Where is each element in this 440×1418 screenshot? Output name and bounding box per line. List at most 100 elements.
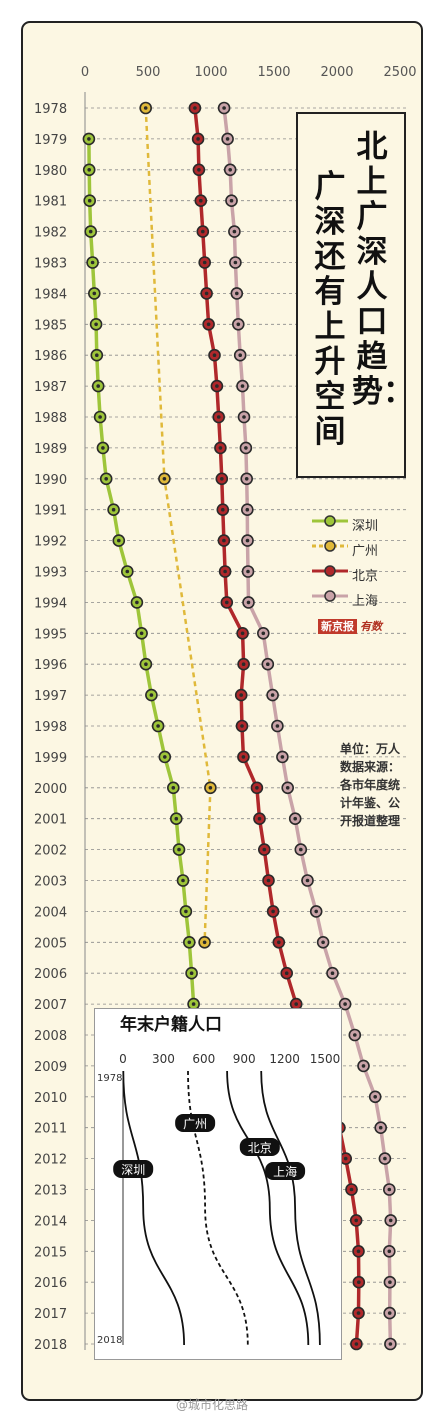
legend-label-beijing: 北京 [352, 569, 379, 584]
title-line-1: 北上广深人口趋势： [352, 129, 414, 410]
year-tick-label: 1997 [34, 689, 67, 704]
year-tick-label: 2008 [34, 1029, 67, 1044]
value-tick-label: 2500 [383, 65, 416, 80]
inset-line-上海 [260, 1070, 321, 1346]
inset-value-tick-label: 600 [192, 1052, 215, 1066]
year-tick-label: 2016 [34, 1276, 67, 1291]
inset-title: 年末户籍人口 [120, 1015, 222, 1035]
data-point-center [387, 1187, 392, 1192]
data-point-center [143, 106, 148, 110]
inset-line-广州 [187, 1070, 249, 1346]
legend-label-shenzhen: 深圳 [352, 519, 379, 534]
data-point-center [357, 1280, 361, 1284]
data-point-center [149, 693, 154, 697]
year-tick-label: 2017 [34, 1307, 67, 1322]
data-point-center [284, 971, 289, 975]
data-point-center [293, 816, 298, 821]
data-point-center [241, 662, 246, 666]
inset-label-上海: 上海 [273, 1164, 297, 1179]
data-point-center [220, 477, 224, 481]
data-point-center [235, 291, 239, 296]
data-point-center [98, 415, 102, 419]
data-point-center [101, 446, 105, 450]
data-point-center [246, 569, 250, 574]
inset-value-tick-label: 1500 [310, 1052, 341, 1066]
inset-line-深圳 [122, 1070, 185, 1346]
inset-value-tick-label: 0 [119, 1052, 127, 1066]
data-point-center [206, 322, 211, 327]
note-line-5: 开报道整理 [340, 814, 401, 828]
data-point-center [356, 1249, 361, 1254]
legend: 深圳 广州 北京 上海 [312, 512, 408, 612]
data-point-center [354, 1218, 359, 1223]
year-tick-label: 1995 [34, 627, 67, 642]
year-tick-label: 2009 [34, 1060, 67, 1075]
year-tick-label: 1986 [34, 349, 67, 364]
data-point-center [321, 940, 325, 945]
inset-label-pill-北京 [239, 1138, 280, 1156]
data-point-center [245, 507, 250, 512]
data-point-center [242, 415, 246, 419]
year-tick-label: 2006 [34, 967, 67, 982]
data-point-center [156, 724, 160, 728]
data-point-center [228, 168, 232, 172]
value-tick-label: 1000 [194, 65, 227, 80]
year-tick-label: 2004 [34, 905, 67, 920]
inset-panel: 0 300 600 900 1200 1500 1978 2018 深圳 广州 北京 上海 [94, 1008, 342, 1360]
year-tick-label: 1992 [34, 535, 67, 550]
data-point-center [232, 229, 237, 234]
year-tick-label: 1998 [34, 720, 67, 735]
data-point-center [245, 538, 250, 543]
data-point-center [222, 106, 226, 110]
data-point-center [343, 1002, 347, 1006]
legend-swatch-shenzhen [312, 515, 348, 527]
title-box: 北上广深人口趋势： 广深还有上升空间 [296, 112, 414, 478]
data-point-center [244, 446, 248, 450]
year-tick-label: 2012 [34, 1153, 67, 1168]
inset-label-广州: 广州 [183, 1117, 207, 1131]
inset-label-pill-广州 [175, 1114, 216, 1132]
year-tick-label: 1989 [34, 442, 67, 457]
inset-year-end: 2018 [97, 1335, 122, 1346]
data-point-center [95, 353, 99, 358]
data-point-center [225, 600, 229, 605]
inset-label-深圳: 深圳 [121, 1163, 145, 1177]
data-point-center [262, 847, 267, 852]
data-point-center [215, 384, 219, 388]
data-point-center [294, 1002, 299, 1006]
legend-item-shanghai: 上海 [312, 587, 408, 612]
data-point-center [246, 600, 251, 605]
data-point-center [208, 786, 213, 790]
data-point-center [388, 1218, 393, 1223]
legend-label-shanghai: 上海 [352, 594, 379, 609]
data-point-center [373, 1095, 378, 1099]
data-point-center [139, 631, 144, 636]
year-tick-label: 1994 [34, 596, 67, 611]
year-tick-label: 1984 [34, 287, 67, 302]
data-point-center [238, 353, 242, 358]
data-point-center [87, 198, 92, 203]
year-tick-label: 2011 [34, 1122, 67, 1137]
year-tick-label: 1988 [34, 411, 67, 426]
inset-label-北京: 北京 [248, 1141, 272, 1155]
data-point-center [162, 477, 167, 481]
data-point-center [270, 693, 275, 697]
inset-line-北京 [226, 1070, 310, 1346]
inset-year-start: 1978 [97, 1073, 122, 1084]
watermark: @城市化思路 [176, 1398, 249, 1412]
data-point-center [171, 786, 176, 790]
note-line-3: 各市年度统 [340, 778, 401, 792]
data-point-center [87, 168, 91, 172]
legend-swatch-shanghai [312, 590, 348, 602]
brand-part-2: 有数 [360, 620, 382, 633]
year-tick-label: 2018 [34, 1338, 67, 1353]
data-point-center [244, 477, 249, 481]
inset-value-tick-label: 900 [233, 1052, 256, 1066]
legend-swatch-beijing [312, 565, 348, 577]
year-tick-label: 1987 [34, 380, 67, 395]
data-point-center [196, 137, 200, 141]
data-point-center [222, 538, 226, 543]
series-line-广州 [144, 107, 212, 943]
data-point-center [261, 631, 266, 636]
data-point-center [144, 662, 148, 666]
